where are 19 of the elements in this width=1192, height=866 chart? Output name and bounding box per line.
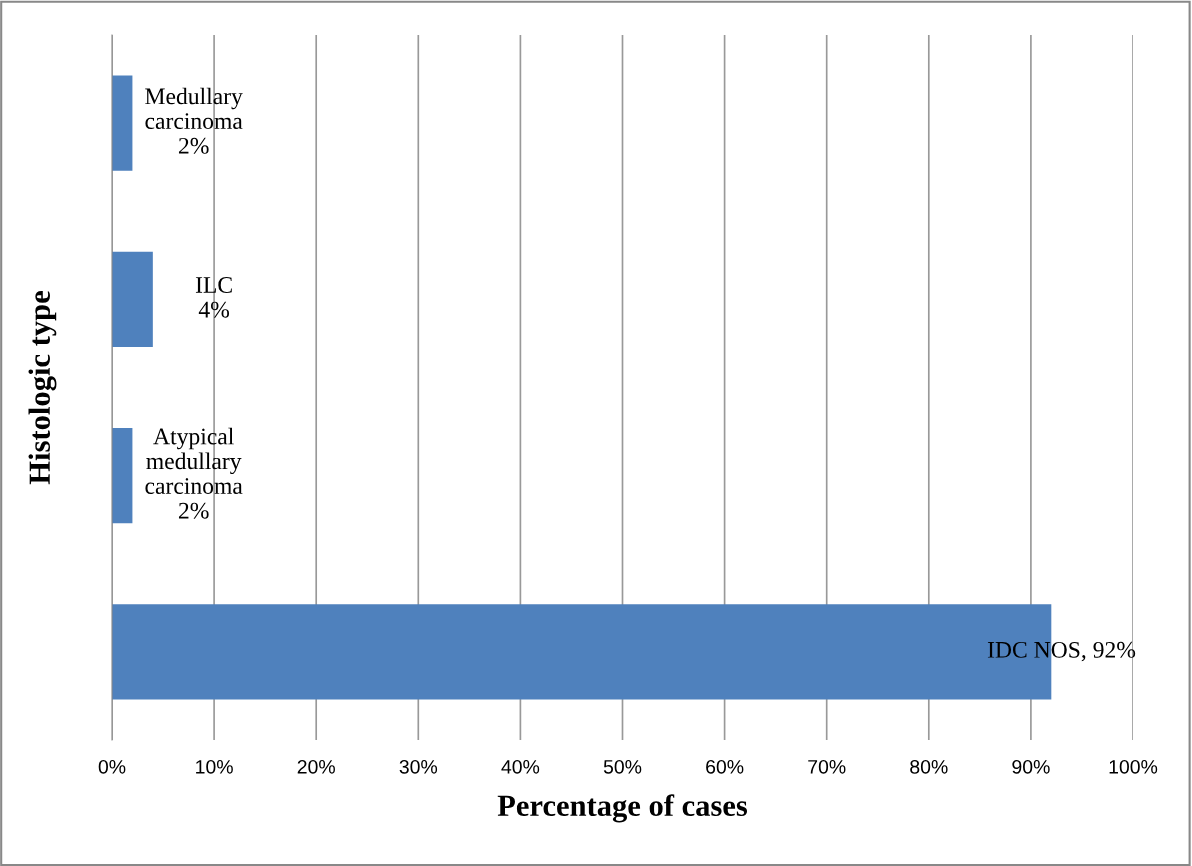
x-tick-label: 60% bbox=[706, 759, 744, 774]
bar bbox=[112, 251, 153, 347]
x-tick-label: 100% bbox=[1109, 759, 1158, 774]
x-tick-label: 10% bbox=[196, 759, 233, 774]
bar bbox=[112, 75, 133, 171]
x-tick-label: 20% bbox=[297, 759, 335, 774]
x-tick-label: 70% bbox=[808, 759, 846, 774]
x-tick-label: 50% bbox=[603, 759, 642, 774]
data-label: Atypical medullary carcinoma 2% bbox=[145, 427, 243, 519]
data-label: Medullary carcinoma 2% bbox=[145, 87, 243, 154]
bar bbox=[112, 428, 133, 524]
x-tick-label: 90% bbox=[1012, 759, 1050, 774]
x-axis-title: Percentage of cases bbox=[497, 794, 748, 823]
x-tick-label: 0% bbox=[98, 759, 126, 774]
x-tick-label: 80% bbox=[910, 759, 948, 774]
data-label: ILC 4% bbox=[195, 277, 232, 318]
x-tick-label: 30% bbox=[399, 759, 438, 774]
x-tick-label: 40% bbox=[501, 759, 540, 774]
y-axis-title: Histologic type bbox=[28, 291, 57, 485]
